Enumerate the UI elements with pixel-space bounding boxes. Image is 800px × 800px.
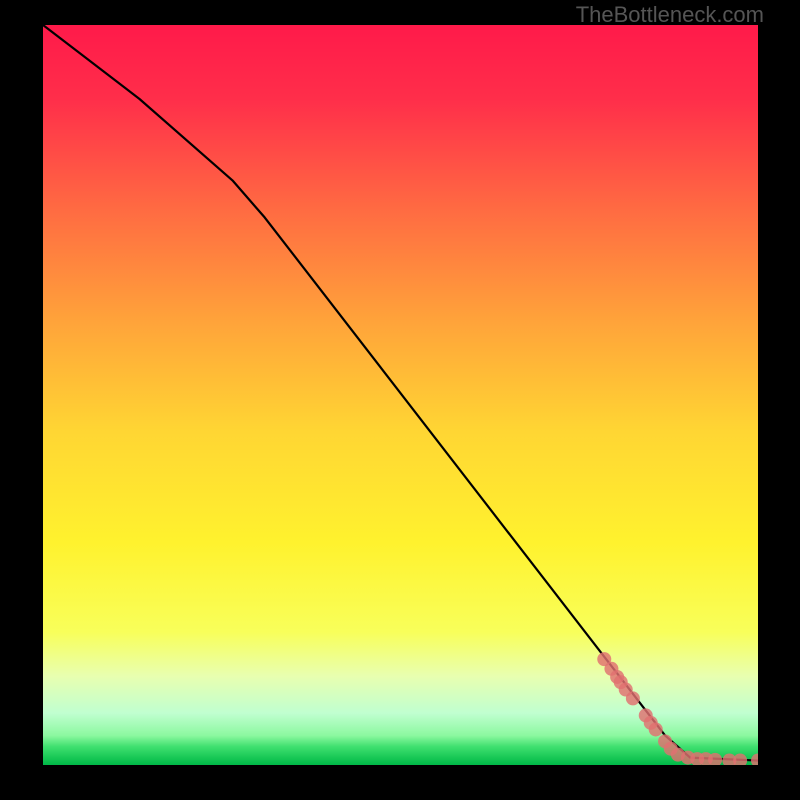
chart-overlay — [43, 25, 758, 765]
data-marker — [626, 691, 640, 705]
data-marker — [751, 754, 758, 765]
chart-container: TheBottleneck.com — [0, 0, 800, 800]
trend-line — [43, 25, 758, 761]
data-marker — [733, 754, 747, 765]
watermark-text: TheBottleneck.com — [576, 2, 764, 28]
data-marker — [649, 722, 663, 736]
data-markers — [597, 652, 758, 765]
plot-area — [43, 25, 758, 765]
